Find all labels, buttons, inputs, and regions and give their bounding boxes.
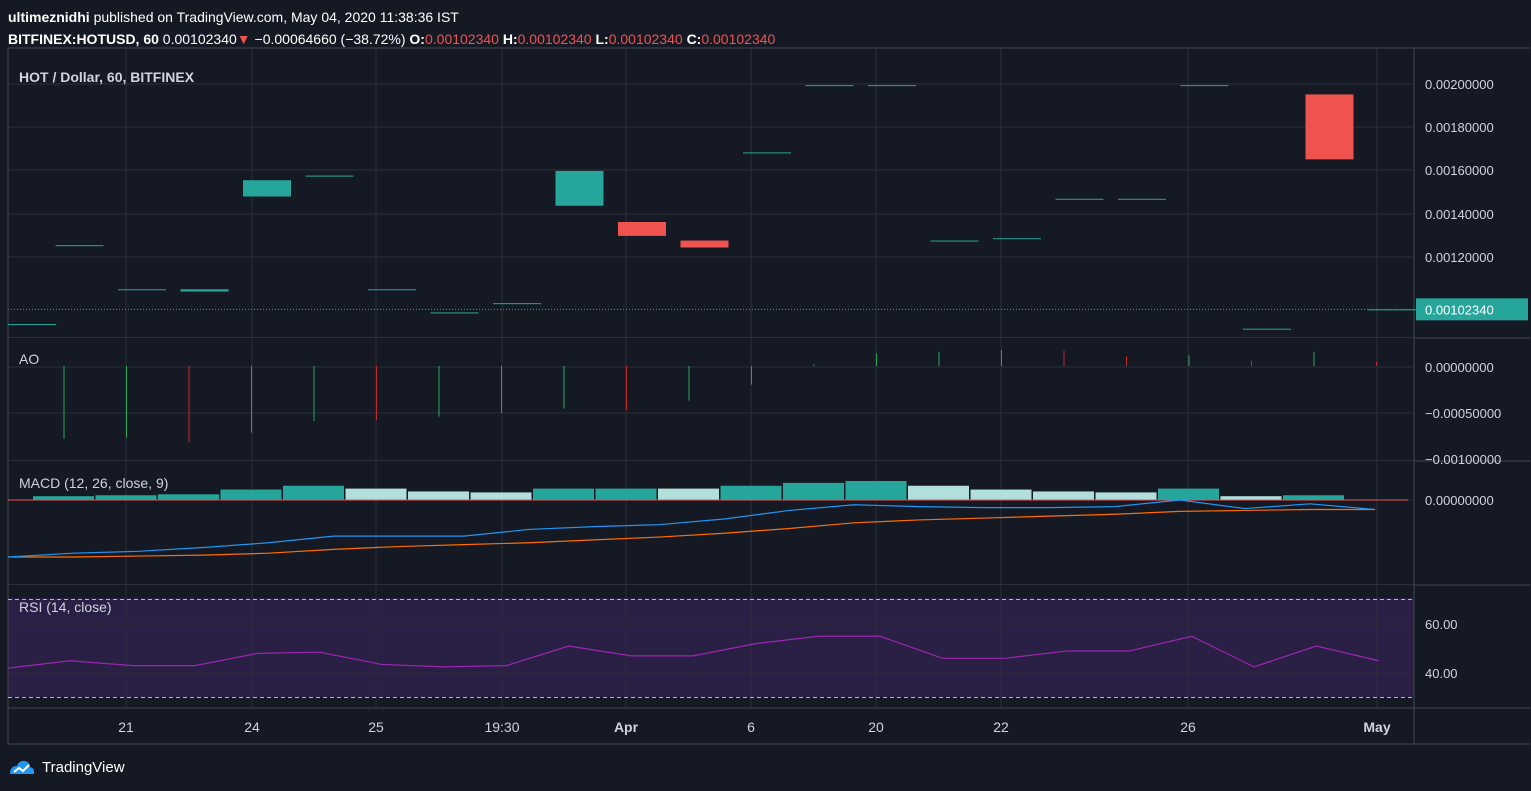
macd-histogram-bar: [1158, 488, 1219, 500]
high-value: 0.00102340: [517, 31, 592, 47]
last-price-tag: [1416, 298, 1528, 321]
macd-histogram-bar: [33, 496, 94, 500]
price-tick-label: 0.00140000: [1425, 207, 1494, 222]
ao-pane-title: AO: [19, 351, 39, 367]
macd-histogram-bar: [970, 489, 1032, 500]
price-candle: [1118, 198, 1166, 200]
price-candle: [1055, 198, 1104, 200]
rsi-band: [8, 598, 1414, 697]
price-candle: [1243, 328, 1291, 330]
macd-histogram-bar: [658, 488, 719, 500]
price-tick-label: 0.00180000: [1425, 120, 1494, 135]
close-value: 0.00102340: [701, 31, 776, 47]
time-tick-label: 26: [1180, 719, 1196, 735]
chart-header: ultimeznidhi published on TradingView.co…: [8, 6, 775, 50]
macd-histogram-bar: [1095, 492, 1157, 500]
open-value: 0.00102340: [424, 31, 499, 47]
price-tick-label: 0.00160000: [1425, 163, 1494, 178]
ao-tick-label: −0.00100000: [1425, 452, 1501, 467]
price-tick-label: 0.00120000: [1425, 250, 1494, 265]
price-candle: [493, 303, 541, 305]
price-candle: [618, 221, 666, 236]
macd-histogram-bar: [1220, 496, 1282, 500]
time-tick-label: 25: [368, 719, 384, 735]
macd-histogram-bar: [345, 488, 407, 500]
rsi-tick-label: 40.00: [1425, 666, 1458, 681]
author-name[interactable]: ultimeznidhi: [8, 9, 90, 25]
tradingview-logo[interactable]: TradingView: [8, 758, 125, 776]
price-candle: [1305, 94, 1354, 160]
rsi-line: [7, 635, 1379, 669]
price-candle: [555, 170, 604, 206]
macd-histogram-bar: [533, 488, 594, 500]
macd-histogram-bar: [95, 495, 157, 500]
symbol-line: BITFINEX:HOTUSD, 60 0.00102340▼ −0.00064…: [8, 28, 775, 50]
price-candle: [930, 240, 979, 242]
macd-signal-line: [8, 508, 1376, 558]
macd-histogram-bar: [595, 488, 657, 500]
price-candle: [680, 240, 729, 248]
brand-label: TradingView: [42, 758, 125, 776]
price-candle: [743, 152, 791, 154]
price-candle: [868, 85, 916, 87]
price-candle: [1180, 85, 1229, 87]
time-tick-label: 21: [118, 719, 134, 735]
macd-line: [7, 499, 1376, 558]
macd-histogram-bar: [720, 485, 782, 500]
price-candle: [368, 289, 416, 291]
time-tick-label: 24: [244, 719, 260, 735]
macd-histogram-bar: [283, 485, 344, 500]
price-candle: [305, 175, 354, 177]
price-candle: [55, 245, 104, 247]
time-tick-label: 22: [993, 719, 1009, 735]
high-label: H:: [502, 31, 518, 47]
low-value: 0.00102340: [608, 31, 683, 47]
macd-histogram-bar: [845, 481, 907, 500]
down-arrow-icon: ▼: [236, 31, 251, 47]
rsi-pane-title: RSI (14, close): [19, 599, 112, 615]
symbol-label: BITFINEX:HOTUSD, 60: [8, 31, 159, 47]
time-tick-label: May: [1363, 719, 1390, 735]
macd-histogram-bar: [158, 494, 219, 500]
macd-histogram-bar: [220, 489, 282, 500]
last-price-tag-label: 0.00102340: [1425, 302, 1494, 317]
pane-background: [8, 461, 1414, 585]
last-price: 0.00102340: [162, 31, 237, 47]
price-change: −0.00064660 (−38.72%): [254, 31, 406, 47]
price-candle: [430, 312, 479, 314]
macd-histogram-bar: [908, 485, 969, 500]
price-tick-label: 0.00200000: [1425, 77, 1494, 92]
open-label: O:: [409, 31, 425, 47]
macd-tick-label: 0.00000000: [1425, 493, 1494, 508]
macd-pane-title: MACD (12, 26, close, 9): [19, 475, 168, 491]
close-label: C:: [686, 31, 702, 47]
ao-tick-label: 0.00000000: [1425, 360, 1494, 375]
macd-histogram-bar: [470, 492, 532, 500]
tradingview-logo-icon: [10, 760, 35, 774]
low-label: L:: [595, 31, 609, 47]
time-tick-label: 19:30: [484, 719, 519, 735]
publish-line: ultimeznidhi published on TradingView.co…: [8, 6, 775, 28]
publish-info: published on TradingView.com, May 04, 20…: [93, 9, 459, 25]
price-pane-title: HOT / Dollar, 60, BITFINEX: [19, 69, 195, 85]
rsi-tick-label: 60.00: [1425, 617, 1458, 632]
ao-tick-label: −0.00050000: [1425, 406, 1501, 421]
macd-histogram-bar: [1033, 491, 1094, 500]
pane-background: [8, 338, 1414, 461]
price-candle: [805, 85, 854, 87]
price-candle: [993, 238, 1041, 240]
macd-histogram-bar: [1283, 495, 1344, 500]
time-tick-label: Apr: [614, 719, 639, 735]
macd-histogram-bar: [408, 491, 469, 500]
pane-background: [8, 48, 1414, 338]
price-candle: [118, 289, 166, 291]
time-tick-label: 20: [868, 719, 884, 735]
macd-histogram-bar: [783, 482, 844, 500]
time-tick-label: 6: [747, 719, 755, 735]
price-candle: [8, 324, 56, 326]
price-candle: [243, 180, 291, 197]
price-candle: [180, 289, 229, 292]
